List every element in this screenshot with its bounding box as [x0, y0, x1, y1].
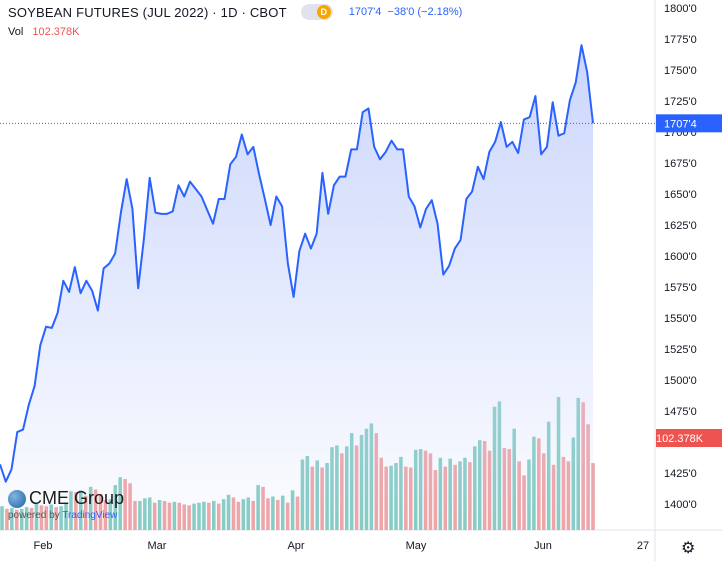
x-tick-label: Mar: [148, 540, 167, 552]
cme-globe-icon: [8, 489, 26, 508]
delayed-data-icon: D: [316, 5, 331, 19]
y-tick-label: 1425'0: [664, 468, 697, 480]
y-tick-label: 1475'0: [664, 406, 697, 418]
price-change-readout: −38'0 (−2.18%): [387, 6, 463, 18]
symbol-title[interactable]: SOYBEAN FUTURES (JUL 2022) · 1D · CBOT: [8, 4, 287, 20]
tradingview-brand[interactable]: TradingView: [62, 510, 118, 521]
price-area-fill: [0, 45, 593, 530]
y-tick-label: 1600'0: [664, 251, 697, 263]
x-tick-label: May: [406, 540, 427, 552]
y-tick-label: 1775'0: [664, 34, 697, 46]
y-tick-label: 1650'0: [664, 189, 697, 201]
volume-bar[interactable]: [591, 463, 595, 530]
powered-by-label: powered by: [8, 510, 60, 521]
chart-header: SOYBEAN FUTURES (JUL 2022) · 1D · CBOT D…: [8, 4, 462, 20]
y-tick-label: 1575'0: [664, 282, 697, 294]
status-pill[interactable]: D: [300, 4, 333, 20]
volume-value: 102.378K: [32, 26, 80, 38]
volume-legend[interactable]: Vol 102.378K: [8, 26, 79, 38]
y-tick-label: 1800'0: [664, 3, 697, 15]
x-tick-label: Feb: [34, 540, 53, 552]
last-volume-badge-label: 102.378K: [656, 433, 704, 445]
y-tick-label: 1525'0: [664, 344, 697, 356]
price-series-line[interactable]: [0, 44, 594, 483]
brand-name: CME Group: [29, 488, 125, 508]
x-tick-label: Apr: [287, 540, 304, 552]
y-tick-label: 1750'0: [664, 65, 697, 77]
x-tick-label: 27: [637, 540, 649, 552]
last-volume-badge: [656, 429, 722, 447]
volume-label: Vol: [8, 26, 24, 38]
last-price-badge: [656, 114, 722, 133]
gear-icon[interactable]: ⚙: [681, 540, 696, 557]
cme-logo[interactable]: CME Group powered by TradingView: [8, 488, 124, 521]
y-tick-label: 1550'0: [664, 313, 697, 325]
y-tick-label: 1400'0: [664, 499, 697, 511]
last-price-readout: 1707'4: [348, 6, 382, 18]
y-tick-label: 1625'0: [664, 220, 697, 232]
y-tick-label: 1725'0: [664, 96, 697, 108]
x-tick-label: Jun: [534, 540, 552, 552]
y-tick-label: 1500'0: [664, 375, 697, 387]
y-tick-label: 1675'0: [664, 158, 697, 170]
last-price-badge-label: 1707'4: [664, 118, 697, 130]
